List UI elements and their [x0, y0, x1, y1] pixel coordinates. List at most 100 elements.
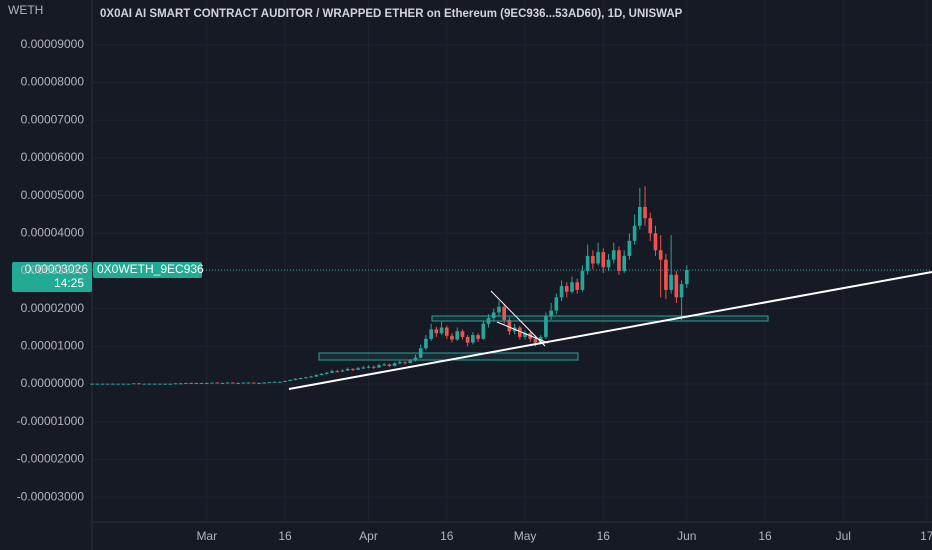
candle-body	[178, 383, 183, 385]
candle-body	[345, 368, 350, 371]
candle-body	[622, 255, 626, 271]
x-tick-label: Jun	[677, 529, 696, 543]
candle-body	[471, 335, 475, 343]
y-tick-label: 0.00002000	[21, 301, 85, 315]
candle-body	[262, 382, 266, 384]
candle-body	[241, 382, 246, 384]
candle-body	[575, 282, 580, 290]
candle-body	[617, 250, 621, 271]
candle-body	[476, 335, 480, 339]
candle-body	[518, 327, 522, 337]
candle-body	[324, 372, 329, 374]
candle-body	[142, 383, 146, 385]
candle-body	[387, 364, 392, 366]
candle-body	[403, 362, 407, 364]
y-tick-label: 0.00004000	[21, 225, 85, 239]
candle-body	[554, 297, 559, 311]
candle-body	[408, 360, 413, 363]
candle-body	[502, 306, 506, 320]
candle-body	[288, 379, 293, 382]
candle-body	[194, 382, 199, 384]
candle-body	[90, 383, 94, 385]
candle-body	[257, 382, 261, 384]
candle-body	[544, 316, 548, 337]
candle-body	[278, 381, 282, 383]
candle-body	[361, 367, 366, 369]
y-tick-label: -0.00002000	[17, 452, 85, 466]
y-tick-label: -0.00003000	[17, 489, 85, 503]
x-tick-label: 16	[758, 529, 772, 543]
candle-body	[95, 383, 100, 385]
candle-body	[121, 383, 126, 385]
candle-body	[523, 333, 527, 337]
candle-body	[439, 327, 444, 334]
y-tick-label: 0.00000000	[21, 376, 85, 390]
trend-line	[288, 271, 932, 390]
candle-body	[189, 382, 193, 384]
candle-body	[116, 383, 120, 385]
x-tick-label: May	[514, 529, 537, 543]
candle-body	[392, 363, 397, 366]
candle-body	[606, 259, 611, 268]
chart-title: 0X0AI AI SMART CONTRACT AUDITOR / WRAPPE…	[100, 8, 683, 20]
candle-body	[424, 338, 428, 349]
x-tick-label: 16	[597, 529, 611, 543]
candle-body	[267, 382, 272, 384]
candle-body	[340, 370, 345, 372]
candle-body	[147, 383, 152, 385]
x-tick-label: Mar	[196, 529, 217, 543]
y-tick-label: -0.00001000	[17, 414, 85, 428]
x-tick-label: Jul	[836, 529, 851, 543]
candle-body	[627, 240, 632, 256]
candle-body	[309, 376, 313, 378]
candle-body	[319, 373, 324, 376]
countdown-label: 14:25	[54, 276, 84, 290]
candle-body	[304, 377, 308, 379]
candle-body	[648, 218, 653, 234]
y-tick-label: 0.00001000	[21, 339, 85, 353]
y-tick-label: 0.00003000	[21, 263, 85, 277]
grid	[92, 0, 932, 522]
candle-body	[460, 331, 465, 337]
candle-body	[570, 282, 574, 292]
candle-body	[246, 382, 251, 384]
candle-body	[199, 382, 204, 384]
candle-body	[298, 378, 303, 380]
candle-body	[465, 336, 470, 343]
zone-rectangle	[431, 315, 769, 322]
candle-body	[168, 383, 173, 385]
y-tick-label: 0.00007000	[21, 112, 85, 126]
candle-body	[549, 310, 553, 317]
candle-body	[356, 368, 360, 370]
wedge-line	[490, 290, 546, 347]
candle-body	[377, 365, 381, 368]
candle-body	[434, 329, 439, 334]
candle-body	[559, 286, 564, 298]
candle-body	[158, 383, 162, 385]
y-tick-label: 0.00009000	[21, 37, 85, 51]
candle-body	[220, 382, 225, 384]
candle-body	[272, 381, 277, 383]
candle-body	[382, 364, 386, 366]
x-tick-label: 17	[920, 529, 932, 543]
candle-body	[413, 357, 418, 361]
candle-body	[351, 368, 355, 370]
candle-body	[314, 375, 319, 377]
candle-body	[236, 382, 240, 384]
candle-body	[669, 274, 673, 290]
candle-body	[105, 383, 110, 385]
candle-body	[163, 383, 167, 385]
price-label-box	[12, 262, 92, 293]
x-tick-label: Apr	[359, 529, 378, 543]
candle-body	[283, 381, 287, 383]
symbol-label-box	[93, 262, 202, 279]
candle-body	[643, 206, 647, 219]
candle-body	[591, 255, 595, 264]
candle-body	[366, 366, 371, 368]
candle-body	[611, 250, 616, 260]
candle-body	[491, 312, 496, 319]
candle-body	[111, 383, 115, 385]
y-tick-label: 0.00006000	[21, 150, 85, 164]
